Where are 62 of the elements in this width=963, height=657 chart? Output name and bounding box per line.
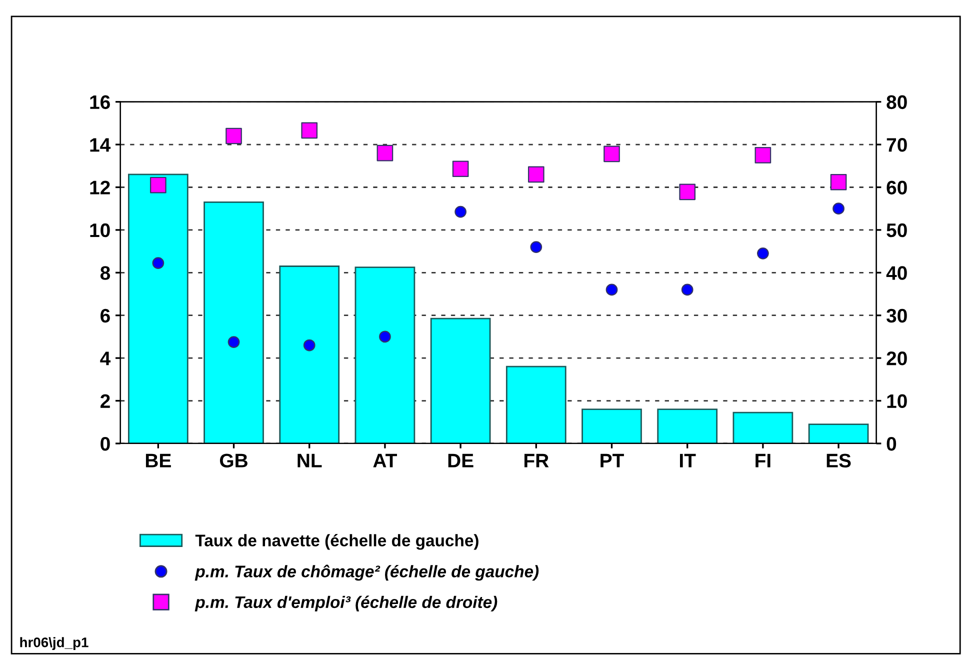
point bbox=[681, 284, 694, 296]
bar bbox=[657, 408, 718, 444]
y2-tick-label: 60 bbox=[886, 180, 907, 194]
y2-tick-label: 30 bbox=[886, 308, 907, 323]
point bbox=[226, 128, 242, 144]
bar bbox=[430, 318, 491, 444]
y-tick-label: 8 bbox=[100, 266, 110, 280]
point bbox=[757, 248, 769, 260]
point bbox=[528, 166, 544, 183]
point bbox=[152, 257, 164, 269]
point bbox=[830, 174, 847, 190]
point bbox=[452, 160, 469, 178]
point bbox=[303, 339, 316, 352]
y-tick-label: 14 bbox=[90, 138, 111, 152]
legend-label: Taux de navette (échelle de gauche) bbox=[195, 534, 478, 550]
y-tick-label: 10 bbox=[90, 223, 110, 238]
x-tick-label: FR bbox=[524, 454, 549, 468]
x-tick-label: AT bbox=[373, 454, 397, 468]
y2-tick-label: 40 bbox=[886, 266, 907, 280]
y2-tick-label: 0 bbox=[886, 436, 896, 451]
text: hr06\jd_p1 bbox=[20, 637, 88, 650]
point bbox=[530, 241, 542, 253]
x-tick-label: GB bbox=[220, 454, 248, 468]
bar bbox=[128, 174, 188, 444]
point bbox=[604, 146, 620, 162]
bar bbox=[506, 366, 566, 444]
y-tick-label: 6 bbox=[100, 308, 110, 323]
point bbox=[376, 144, 394, 162]
x-tick-label: NL bbox=[298, 454, 322, 468]
point bbox=[454, 206, 466, 218]
x-tick-label: BE bbox=[146, 454, 171, 468]
bar bbox=[732, 412, 794, 444]
y-tick-label: 16 bbox=[90, 95, 110, 110]
y2-tick-label: 10 bbox=[887, 394, 907, 408]
y-tick-label: 4 bbox=[100, 352, 111, 366]
y-tick-label: 2 bbox=[100, 394, 110, 408]
x-tick-label: FI bbox=[756, 454, 770, 468]
y2-tick-label: 70 bbox=[886, 138, 907, 152]
y-tick-label: 0 bbox=[100, 436, 110, 451]
y2-tick-label: 50 bbox=[886, 223, 907, 238]
point bbox=[754, 147, 772, 164]
point bbox=[832, 202, 844, 215]
point bbox=[228, 336, 240, 348]
point bbox=[301, 122, 318, 139]
x-tick-label: IT bbox=[680, 454, 696, 468]
legend-label: p.m. Taux de chômage² (échelle de gauche) bbox=[194, 564, 539, 581]
point bbox=[379, 330, 391, 343]
point bbox=[606, 284, 618, 296]
bar bbox=[354, 266, 416, 444]
y2-tick-label: 20 bbox=[886, 352, 907, 366]
y2-tick-label: 80 bbox=[886, 95, 907, 110]
x-tick-label: DE bbox=[448, 454, 474, 468]
bar bbox=[279, 266, 340, 444]
x-tick-label: PT bbox=[600, 454, 624, 468]
bar bbox=[582, 408, 642, 444]
legend-label: p.m. Taux d'emploi³ (échelle de droite) bbox=[194, 596, 498, 612]
bar bbox=[808, 424, 869, 444]
point bbox=[150, 176, 166, 194]
point bbox=[679, 184, 696, 200]
bar bbox=[204, 201, 264, 444]
y-tick-label: 12 bbox=[90, 180, 110, 194]
x-tick-label: ES bbox=[826, 454, 851, 468]
